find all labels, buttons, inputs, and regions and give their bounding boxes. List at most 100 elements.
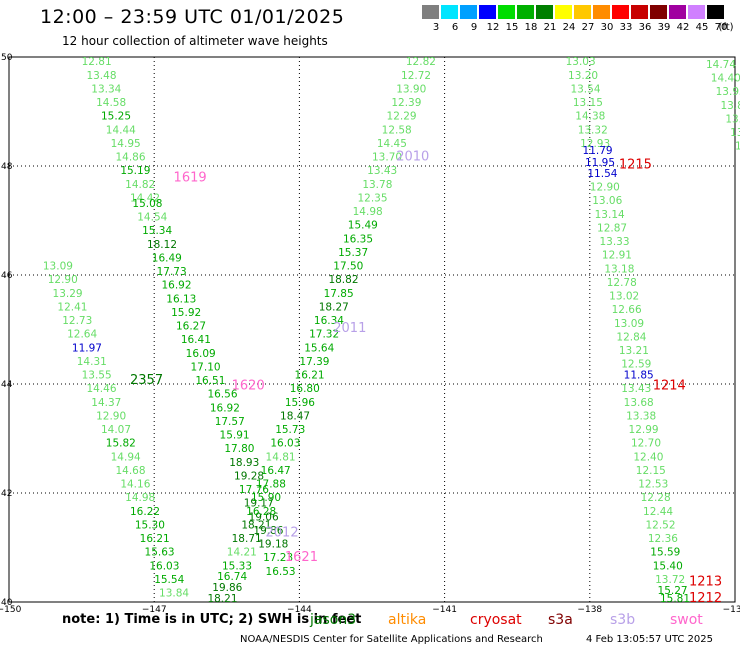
lon-tick-label: −144 — [287, 605, 312, 615]
legend-label: 6 — [451, 22, 459, 33]
wave-height-value: 12.87 — [597, 222, 627, 234]
wave-height-value: 18.47 — [280, 410, 310, 422]
wave-height-value: 19.06 — [249, 511, 279, 523]
wave-height-value: 16.41 — [181, 334, 211, 346]
wave-height-value: 15.30 — [135, 519, 165, 531]
lat-tick-label: 42 — [1, 489, 12, 499]
wave-height-value: 13.78 — [362, 179, 392, 191]
wave-height-value: 12.52 — [645, 519, 675, 531]
wave-height-value: 15.96 — [285, 397, 315, 409]
wave-height-value: 13.18 — [604, 263, 634, 275]
wave-height-value: 14.44 — [106, 124, 136, 136]
pass-time-label: 1214 — [653, 378, 686, 393]
wave-height-value: 13.72 — [655, 574, 685, 586]
wave-height-value: 12.90 — [590, 182, 620, 194]
legend-label: 30 — [600, 22, 614, 33]
wave-height-value: 14.68 — [115, 465, 145, 477]
wave-height-value: 17.76 — [239, 484, 269, 496]
wave-height-value: 13.20 — [568, 70, 598, 82]
wave-height-value: 18.82 — [328, 274, 358, 286]
wave-height-value: 15.25 — [101, 111, 131, 123]
wave-height-value: 19.18 — [258, 539, 288, 551]
wave-height-value: 14.40 — [711, 73, 740, 85]
pass-time-label: 2011 — [333, 321, 366, 336]
wave-height-value: 13.68 — [624, 397, 654, 409]
generated-timestamp: 4 Feb 13:05:57 UTC 2025 — [586, 634, 713, 645]
wave-height-value: 15.19 — [120, 165, 150, 177]
legend-label: 15 — [505, 22, 519, 33]
wave-height-value: 17.32 — [309, 329, 339, 341]
wave-height-value: 16.21 — [140, 533, 170, 545]
wave-height-value: 13.14 — [595, 209, 625, 221]
wave-height-value: 12.99 — [629, 424, 659, 436]
legend-label: 42 — [676, 22, 690, 33]
legend-label: 12 — [486, 22, 500, 33]
wave-height-value: 12.58 — [382, 124, 412, 136]
legend-label: 3 — [432, 22, 440, 33]
legend-swatch — [631, 5, 648, 19]
wave-height-value: 11.95 — [585, 157, 615, 169]
wave-height-value: 18.21 — [241, 519, 271, 531]
wave-height-value: 12.78 — [607, 277, 637, 289]
wave-height-value: 12.53 — [638, 479, 668, 491]
wave-height-value: 14.58 — [96, 97, 126, 109]
legend-label: 9 — [470, 22, 478, 33]
pass-time-label: 2010 — [396, 150, 429, 165]
lat-tick-label: 44 — [1, 380, 13, 390]
pass-time-label: 1215 — [619, 158, 652, 173]
wave-height-value: 14.74 — [706, 59, 736, 71]
wave-height-value: 15.59 — [650, 547, 680, 559]
satellite-name: cryosat — [470, 612, 522, 628]
legend-label: 21 — [543, 22, 557, 33]
wave-height-value: 13.43 — [367, 165, 397, 177]
legend-swatch — [612, 5, 629, 19]
satellite-name: s3a — [548, 612, 573, 628]
legend-label: 39 — [657, 22, 671, 33]
lat-tick-label: 40 — [1, 598, 13, 608]
wave-height-value: 12.82 — [406, 56, 436, 68]
wave-height-value: 17.57 — [215, 416, 245, 428]
wave-height-value: 14.42 — [130, 192, 160, 204]
wave-height-value: 15.90 — [251, 492, 281, 504]
wave-height-value: 14.31 — [77, 356, 107, 368]
map-title: 12:00 – 23:59 UTC 01/01/2025 — [40, 6, 345, 28]
wave-height-value: 15.54 — [154, 574, 184, 586]
wave-height-value: 13.48 — [86, 70, 116, 82]
wave-height-value: 19.86 — [253, 525, 283, 537]
wave-height-value: 13.17 — [730, 127, 740, 139]
credit-text: NOAA/NESDIS Center for Satellite Applica… — [240, 634, 543, 645]
wave-height-value: 14.16 — [120, 479, 150, 491]
wave-height-value: 12.41 — [57, 301, 87, 313]
wave-height-value: 14.95 — [111, 138, 141, 150]
wave-height-value: 17.50 — [333, 261, 363, 273]
map-frame — [8, 56, 736, 603]
legend-label: 70 — [714, 22, 728, 33]
wave-height-value: 16.35 — [343, 233, 373, 245]
wave-height-value: 16.49 — [152, 252, 182, 264]
lat-tick-label: 48 — [1, 162, 13, 172]
legend-swatch — [460, 5, 477, 19]
wave-height-value: 16.09 — [186, 348, 216, 360]
legend-swatch — [517, 5, 534, 19]
map-subtitle: 12 hour collection of altimeter wave hei… — [62, 34, 328, 48]
legend-label: 36 — [638, 22, 652, 33]
wave-height-value: 14.82 — [125, 179, 155, 191]
pass-time-label: 1620 — [232, 378, 265, 393]
wave-height-value: 17.85 — [324, 288, 354, 300]
legend-swatch — [479, 5, 496, 19]
wave-height-value: 17.80 — [224, 443, 254, 455]
wave-height-value: 13.21 — [619, 345, 649, 357]
wave-height-value: 17.39 — [299, 356, 329, 368]
wave-height-value: 15.37 — [338, 247, 368, 259]
wave-height-value: 16.56 — [207, 389, 237, 401]
wave-height-value: 16.03 — [270, 438, 300, 450]
pass-time-label: 1213 — [689, 575, 722, 590]
wave-height-value: 13.06 — [592, 195, 622, 207]
lon-tick-label: −147 — [142, 605, 167, 615]
wave-height-value: 11.97 — [72, 342, 102, 354]
legend-swatch — [707, 5, 724, 19]
lon-tick-label: −135 — [723, 605, 740, 615]
wave-height-value: 12.35 — [357, 192, 387, 204]
wave-height-value: 15.92 — [171, 307, 201, 319]
